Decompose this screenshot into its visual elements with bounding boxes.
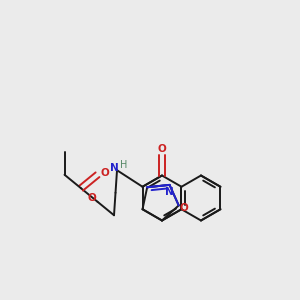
Text: O: O (158, 144, 166, 154)
Text: O: O (100, 168, 109, 178)
Text: N: N (110, 163, 118, 173)
Text: N: N (165, 188, 174, 197)
Text: O: O (87, 193, 96, 203)
Text: O: O (180, 203, 188, 213)
Text: H: H (120, 160, 128, 170)
